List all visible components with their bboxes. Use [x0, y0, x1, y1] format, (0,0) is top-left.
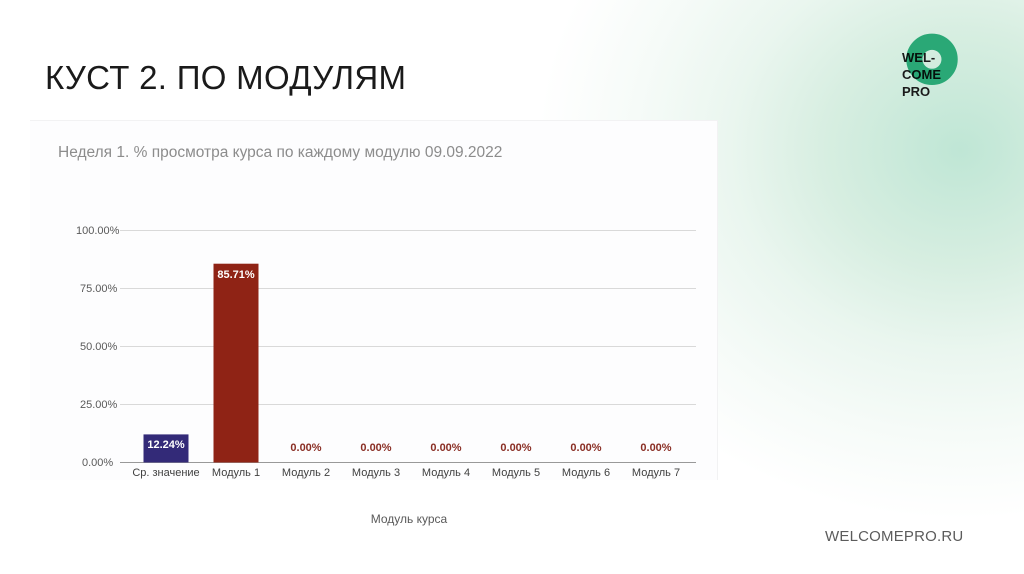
svg-text:0.00%: 0.00%	[360, 442, 391, 454]
svg-text:12.24%: 12.24%	[147, 439, 185, 451]
svg-text:Модуль 1: Модуль 1	[212, 467, 260, 479]
svg-text:50.00%: 50.00%	[80, 341, 118, 353]
svg-text:Модуль 2: Модуль 2	[282, 467, 330, 479]
svg-text:Модуль 3: Модуль 3	[352, 467, 400, 479]
svg-text:Ср. значение: Ср. значение	[132, 467, 199, 479]
svg-text:Модуль 4: Модуль 4	[422, 467, 470, 479]
svg-text:25.00%: 25.00%	[80, 399, 118, 411]
svg-text:Модуль 6: Модуль 6	[562, 467, 610, 479]
svg-text:Модуль курса: Модуль курса	[371, 512, 448, 526]
svg-text:Модуль 7: Модуль 7	[632, 467, 680, 479]
svg-text:0.00%: 0.00%	[82, 457, 113, 469]
svg-text:100.00%: 100.00%	[76, 225, 120, 237]
svg-text:Модуль 5: Модуль 5	[492, 467, 540, 479]
svg-text:85.71%: 85.71%	[217, 269, 255, 281]
svg-text:0.00%: 0.00%	[640, 442, 671, 454]
svg-text:0.00%: 0.00%	[570, 442, 601, 454]
svg-text:0.00%: 0.00%	[290, 442, 321, 454]
svg-text:0.00%: 0.00%	[500, 442, 531, 454]
svg-text:0.00%: 0.00%	[430, 442, 461, 454]
svg-text:75.00%: 75.00%	[80, 283, 118, 295]
